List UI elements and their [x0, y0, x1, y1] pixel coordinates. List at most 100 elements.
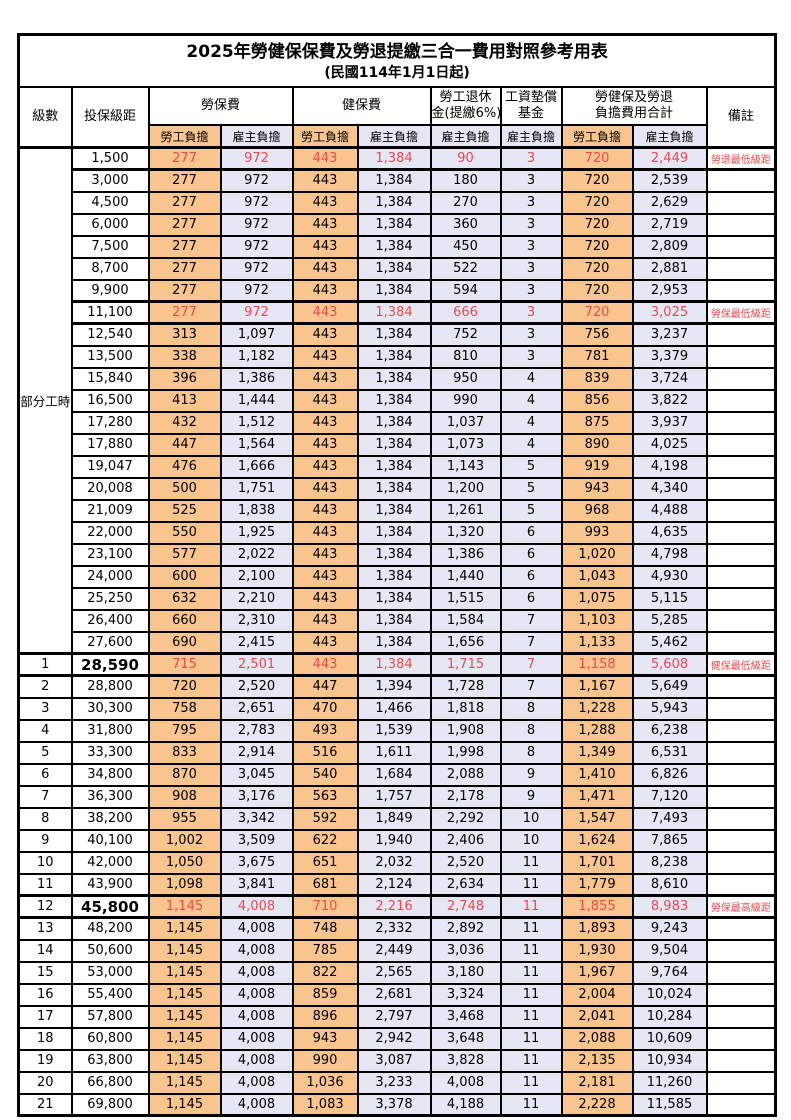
table-row: 20 66,800 1,145 4,008 1,036 3,233 4,008 11 2,181…: [17, 1070, 777, 1095]
cell-pension-employer: 594: [429, 278, 502, 303]
cell-fund-employer: 5: [499, 454, 563, 479]
cell-labor-employer: 3,342: [219, 806, 294, 831]
cell-fund-employer: 3: [499, 322, 563, 347]
cell-health-employer: 1,384: [356, 388, 432, 413]
cell-health-employee: 516: [291, 740, 359, 765]
cell-pension-employer: 2,892: [429, 916, 502, 941]
cell-level: 16: [17, 982, 73, 1007]
cell-fund-employer: 4: [499, 388, 563, 413]
cell-health-employee: 443: [291, 564, 359, 589]
cell-total-employer: 8,610: [631, 872, 708, 897]
cell-labor-employee: 277: [147, 234, 222, 259]
cell-health-employer: 1,384: [356, 542, 432, 567]
cell-remark: [705, 234, 777, 259]
cell-labor-employee: 313: [147, 322, 222, 347]
table-row: 13,500 338 1,182 443 1,384 810 3 781 3,379: [19, 344, 777, 369]
cell-bracket: 8,700: [70, 256, 150, 281]
table-row: 20,008 500 1,751 443 1,384 1,200 5 943 4,340: [19, 476, 777, 501]
cell-bracket: 34,800: [70, 762, 150, 787]
cell-remark: [705, 542, 777, 567]
cell-health-employee: 443: [291, 586, 359, 611]
cell-labor-employer: 972: [219, 234, 294, 259]
cell-health-employee: 1,036: [291, 1070, 359, 1095]
cell-total-employee: 720: [560, 168, 634, 193]
cell-total-employer: 4,930: [631, 564, 708, 589]
cell-fund-employer: 11: [499, 894, 563, 919]
title-row: 2025年勞健保保費及勞退提繳三合一費用對照參考用表 (民國114年1月1日起): [17, 33, 777, 88]
cell-remark: [705, 498, 777, 523]
cell-labor-employee: 277: [147, 300, 222, 325]
cell-remark: 健保最低級距: [705, 652, 777, 677]
cell-total-employer: 9,504: [631, 938, 708, 963]
cell-fund-employer: 9: [499, 784, 563, 809]
table-body: 部分工時 1,500 277 972 443 1,384 90 3 720 2,449 勞退最低級距…: [17, 146, 777, 1117]
cell-remark: [705, 168, 777, 193]
table-row: 22,000 550 1,925 443 1,384 1,320 6 993 4,635: [19, 520, 777, 545]
subheader-fund-employer: 雇主負擔: [499, 124, 563, 149]
cell-total-employer: 2,449: [631, 146, 708, 171]
total-header-line1: 勞健保及勞退: [594, 90, 673, 105]
cell-bracket: 43,900: [70, 872, 150, 897]
cell-total-employee: 781: [560, 344, 634, 369]
pension-header-line1: 勞工退休: [439, 90, 492, 105]
table-row: 8 38,200 955 3,342 592 1,849 2,292 10 1,547 7,493: [17, 806, 777, 831]
cell-total-employee: 2,088: [560, 1026, 634, 1051]
cell-bracket: 4,500: [70, 190, 150, 215]
cell-pension-employer: 90: [429, 146, 502, 171]
cell-remark: [705, 1070, 777, 1095]
cell-health-employee: 443: [291, 322, 359, 347]
subheader-labor-employee: 勞工負擔: [147, 124, 222, 149]
cell-total-employer: 2,953: [631, 278, 708, 303]
cell-total-employer: 7,120: [631, 784, 708, 809]
cell-remark: 勞保最低級距: [705, 300, 777, 325]
cell-pension-employer: 4,188: [429, 1092, 502, 1117]
cell-labor-employee: 500: [147, 476, 222, 501]
cell-bracket: 66,800: [70, 1070, 150, 1095]
cell-total-employer: 10,284: [631, 1004, 708, 1029]
subheader-pension-employer: 雇主負擔: [429, 124, 502, 149]
cell-labor-employee: 1,050: [147, 850, 222, 875]
cell-total-employee: 1,547: [560, 806, 634, 831]
cell-total-employee: 1,349: [560, 740, 634, 765]
cell-health-employer: 1,384: [356, 498, 432, 523]
fund-header-line2: 基金: [517, 106, 544, 121]
cell-level: 17: [17, 1004, 73, 1029]
table-row: 26,400 660 2,310 443 1,384 1,584 7 1,103 5,285: [19, 608, 777, 633]
pension-header-line2: 金(提繳6%): [431, 106, 501, 121]
cell-total-employee: 856: [560, 388, 634, 413]
cell-bracket: 1,500: [70, 146, 150, 171]
cell-labor-employer: 2,651: [219, 696, 294, 721]
cell-bracket: 50,600: [70, 938, 150, 963]
cell-pension-employer: 2,520: [429, 850, 502, 875]
total-header-line2: 負擔費用合計: [594, 106, 673, 121]
cell-total-employee: 1,133: [560, 630, 634, 655]
cell-fund-employer: 10: [499, 806, 563, 831]
table-row: 15 53,000 1,145 4,008 822 2,565 3,180 11 1,967 9,…: [17, 960, 777, 985]
cell-total-employer: 3,724: [631, 366, 708, 391]
cell-level: 7: [17, 784, 73, 809]
cell-health-employer: 1,394: [356, 674, 432, 699]
cell-total-employee: 1,288: [560, 718, 634, 743]
cell-fund-employer: 4: [499, 432, 563, 457]
cell-health-employee: 443: [291, 168, 359, 193]
table-row: 14 50,600 1,145 4,008 785 2,449 3,036 11 1,930 9,…: [17, 938, 777, 963]
subheader-labor-employer: 雇主負擔: [219, 124, 294, 149]
cell-labor-employer: 3,675: [219, 850, 294, 875]
cell-labor-employer: 972: [219, 212, 294, 237]
cell-fund-employer: 8: [499, 740, 563, 765]
cell-health-employer: 2,797: [356, 1004, 432, 1029]
cell-bracket: 57,800: [70, 1004, 150, 1029]
cell-bracket: 27,600: [70, 630, 150, 655]
cell-health-employee: 443: [291, 432, 359, 457]
premium-reference-sheet: 2025年勞健保保費及勞退提繳三合一費用對照參考用表 (民國114年1月1日起)…: [17, 33, 778, 1117]
cell-health-employer: 1,849: [356, 806, 432, 831]
cell-fund-employer: 7: [499, 652, 563, 677]
cell-health-employee: 443: [291, 190, 359, 215]
cell-pension-employer: 752: [429, 322, 502, 347]
cell-pension-employer: 1,440: [429, 564, 502, 589]
cell-labor-employee: 600: [147, 564, 222, 589]
cell-total-employee: 1,410: [560, 762, 634, 787]
table-row: 17,880 447 1,564 443 1,384 1,073 4 890 4,025: [19, 432, 777, 457]
cell-health-employee: 443: [291, 256, 359, 281]
cell-health-employer: 1,384: [356, 564, 432, 589]
